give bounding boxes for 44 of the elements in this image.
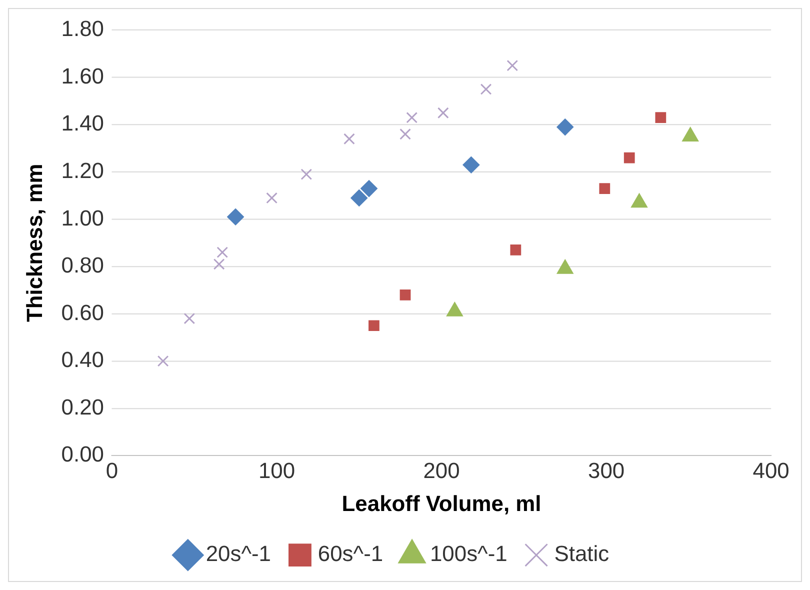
point — [344, 133, 355, 145]
legend-label: 20s^-1 — [206, 541, 271, 566]
y-tick-label: 1.60 — [61, 63, 104, 88]
x-tick-label: 0 — [106, 458, 118, 483]
point — [266, 192, 278, 204]
point — [655, 112, 666, 124]
point — [350, 189, 368, 206]
y-tick-label: 0.40 — [61, 347, 104, 372]
point — [216, 246, 228, 258]
x-tick-label: 100 — [258, 458, 296, 483]
point — [300, 168, 312, 180]
legend-label: 60s^-1 — [318, 541, 384, 566]
legend-label: 100s^-1 — [430, 541, 508, 566]
x-tick-label: 200 — [423, 458, 460, 483]
y-tick-label: 1.20 — [61, 158, 104, 184]
point — [400, 128, 411, 140]
point — [368, 320, 380, 332]
legend-label: Static — [554, 541, 610, 566]
point — [599, 183, 610, 194]
point — [360, 180, 378, 197]
y-tick-label: 0.00 — [61, 442, 104, 467]
x-tick-label: 300 — [588, 458, 625, 483]
point — [510, 244, 522, 256]
x-axis-title: Leakoff Volume, ml — [342, 491, 542, 516]
point — [480, 84, 492, 95]
point — [184, 312, 196, 324]
point — [400, 289, 411, 300]
point — [506, 60, 518, 72]
point — [406, 112, 418, 124]
x-tick-label: 400 — [752, 458, 790, 483]
y-tick-label: 0.60 — [61, 300, 104, 325]
point — [624, 152, 635, 164]
y-tick-label: 0.80 — [61, 252, 104, 278]
y-tick-label: 1.80 — [61, 16, 104, 42]
y-tick-label: 1.40 — [61, 110, 104, 136]
point — [213, 258, 225, 270]
point — [462, 156, 480, 174]
point — [437, 107, 449, 119]
point — [227, 208, 244, 226]
y-tick-label: 1.00 — [61, 205, 104, 230]
point — [157, 355, 169, 367]
y-axis-title: Thickness, mm — [22, 164, 48, 322]
point — [556, 118, 574, 136]
y-tick-label: 0.20 — [61, 394, 104, 420]
